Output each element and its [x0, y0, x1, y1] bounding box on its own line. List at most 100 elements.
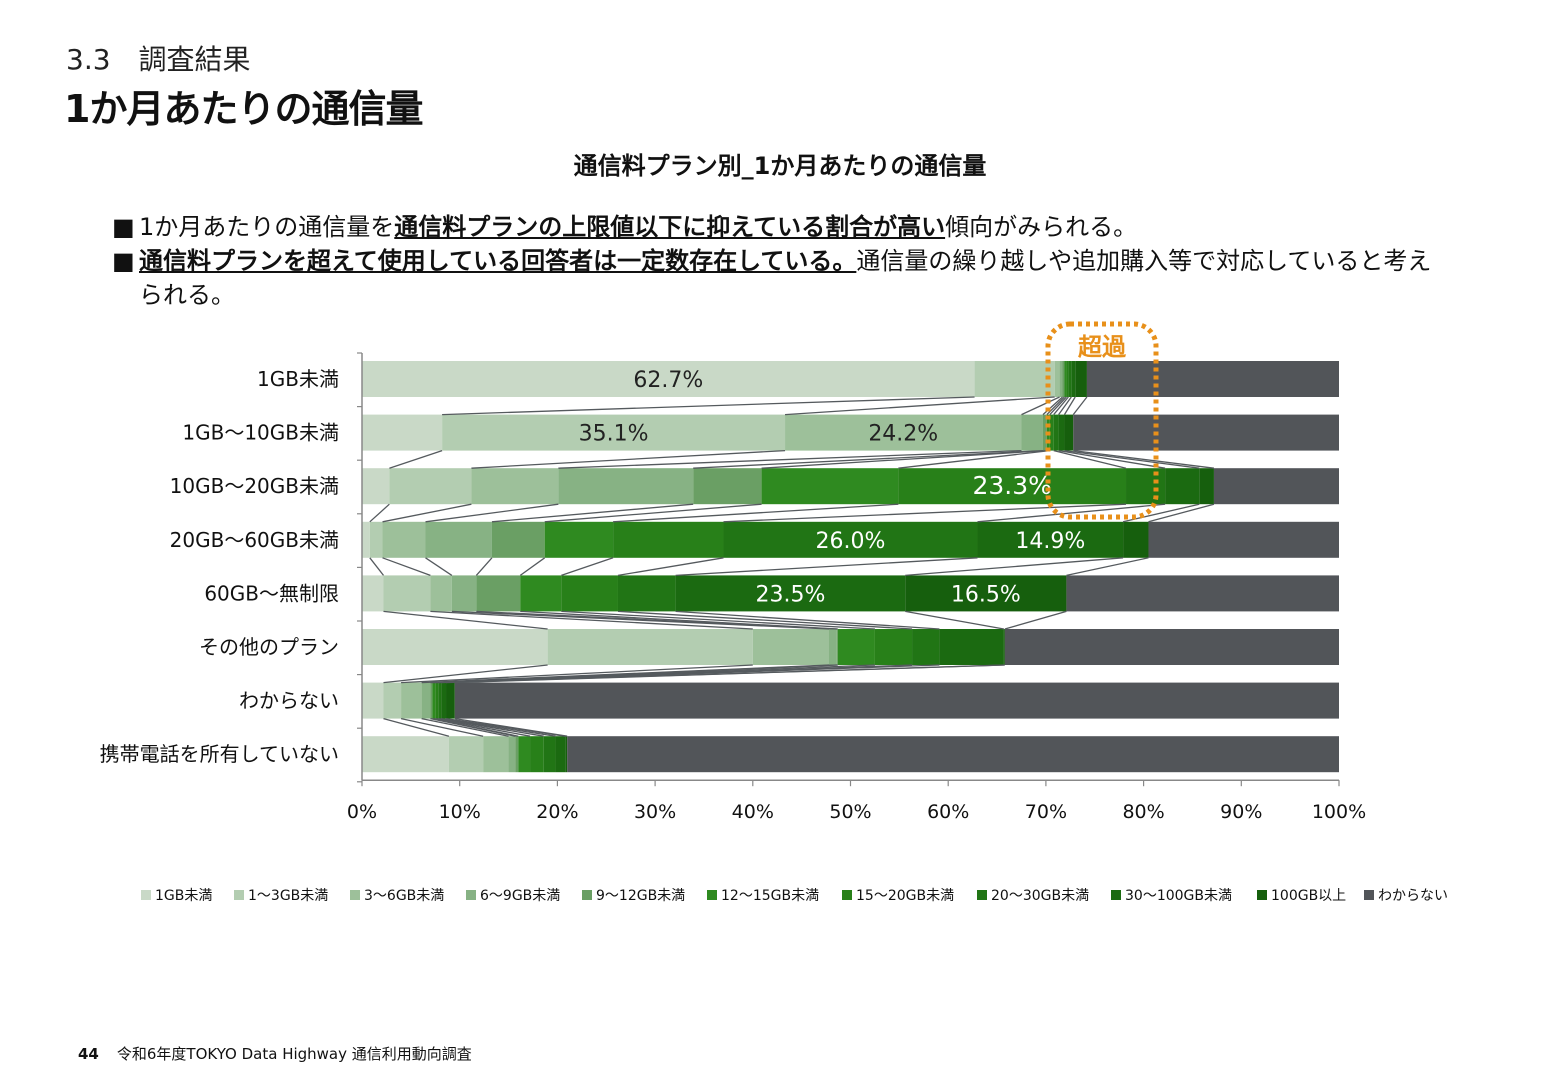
series-connector-line — [561, 610, 875, 630]
category-label: 20GB～60GB未満 — [170, 528, 339, 552]
bar-segment — [383, 575, 431, 612]
bar-segment — [425, 521, 492, 558]
series-connector-line — [430, 610, 753, 630]
x-tick-label: 20% — [536, 801, 578, 823]
series-connector-line — [1004, 610, 1067, 630]
legend-label: わからない — [1378, 888, 1448, 904]
series-connector-line — [382, 557, 431, 577]
series-connector-line — [617, 557, 724, 577]
bar-segment — [1064, 361, 1067, 397]
bar-segment — [430, 682, 433, 719]
bar-segment — [530, 736, 544, 773]
bar-segment — [1071, 361, 1076, 397]
legend-label: 12～15GB未満 — [721, 888, 819, 904]
series-connector-line — [401, 664, 753, 684]
legend-label: 6～9GB未満 — [480, 888, 560, 904]
square-bullet-icon: ■ — [112, 247, 135, 275]
page-number: 44 — [78, 1045, 99, 1063]
data-label: 24.2% — [868, 422, 938, 447]
series-connector-line — [425, 503, 559, 523]
x-tick-label: 40% — [732, 801, 774, 823]
bar-segment — [567, 736, 1339, 773]
legend-swatch — [1257, 890, 1267, 900]
data-label: 16.5% — [951, 582, 1021, 607]
series-connector-line — [520, 610, 838, 630]
bar-segment — [1049, 414, 1054, 451]
legend-swatch — [707, 890, 717, 900]
bar-segment — [438, 682, 442, 719]
bar-segment — [829, 629, 837, 665]
bar-segment — [837, 629, 875, 665]
bar-segment — [362, 468, 390, 505]
legend-swatch — [582, 890, 592, 900]
series-connector-line — [438, 717, 544, 737]
series-connector-line — [784, 396, 1055, 416]
series-connector-line — [1072, 396, 1088, 415]
legend-swatch — [141, 890, 151, 900]
bar-segment — [898, 468, 1127, 505]
series-connector-line — [389, 449, 443, 469]
legend-label: 1GB未満 — [155, 888, 212, 904]
x-tick-label: 30% — [634, 801, 676, 823]
series-connector-line — [1073, 449, 1215, 469]
series-connector-line — [475, 557, 493, 576]
legend-swatch — [350, 890, 360, 900]
bar-segment — [1003, 629, 1005, 665]
series-connector-line — [613, 503, 899, 523]
bar-segment — [401, 682, 422, 719]
legend-label: 15～20GB未満 — [856, 888, 954, 904]
series-connector-line — [383, 717, 450, 737]
bar-segment — [362, 629, 548, 665]
data-label: 23.5% — [755, 582, 825, 607]
bar-segment — [432, 682, 436, 719]
bar-segment — [544, 521, 614, 558]
bar-segment — [1054, 361, 1060, 397]
legend-swatch — [1111, 890, 1121, 900]
category-label: わからない — [239, 689, 339, 713]
series-connector-line — [491, 503, 694, 523]
series-connector-line — [1058, 449, 1166, 469]
series-connector-line — [369, 503, 390, 523]
page-title: 1か月あたりの通信量 — [64, 87, 423, 131]
bar-segment — [1058, 414, 1065, 451]
bar-segment — [362, 414, 443, 451]
footer-text: 令和6年度TOKYO Data Highway 通信利用動向調査 — [116, 1045, 472, 1063]
legend-label: 20～30GB未満 — [991, 888, 1089, 904]
bar-segment — [1213, 468, 1339, 505]
bar-segment — [617, 575, 676, 612]
bar-segment — [1075, 361, 1087, 397]
category-label: 携帯電話を所有していない — [100, 742, 339, 766]
legend-label: 1～3GB未満 — [248, 888, 328, 904]
series-connector-line — [675, 557, 978, 577]
stacked-bar-chart: 0% 10% 20% 30% 40% 50% 60% 70% 80% 90% 100% 1GB未満 1G… — [100, 321, 1448, 904]
x-tick-label: 50% — [829, 801, 871, 823]
data-label: 35.1% — [579, 422, 649, 447]
legend-swatch — [977, 890, 987, 900]
bullet-point-2: ■ 通信料プランを超えて使用している回答者は一定数存在している。通信量の繰り越しや… — [112, 244, 1432, 312]
bar-segment — [1165, 468, 1200, 505]
bar-segment — [752, 629, 830, 665]
series-connector-line — [425, 557, 453, 576]
legend-label: 30～100GB未満 — [1125, 888, 1232, 904]
series-connector-line — [761, 449, 1047, 469]
bar-segment — [362, 575, 384, 612]
bar-segment — [454, 682, 1339, 719]
bar-segment — [1086, 361, 1339, 397]
series-connector-line — [617, 610, 913, 630]
series-connector-line — [442, 396, 975, 416]
series-connector-line — [1053, 449, 1127, 469]
bar-segment — [1199, 468, 1214, 505]
series-connector-line — [1049, 396, 1067, 416]
bar-segment — [446, 682, 455, 719]
category-label: 1GB未満 — [257, 367, 339, 391]
x-tick-label: 80% — [1122, 801, 1164, 823]
bar-segment — [693, 468, 762, 505]
bar-segment — [785, 414, 1022, 451]
series-connector-line — [383, 664, 548, 684]
series-connector-line — [561, 557, 614, 577]
bar-segment — [1042, 414, 1047, 451]
series-connector-line — [1063, 396, 1076, 415]
series-connector-line — [1053, 396, 1069, 416]
bar-segment — [974, 361, 1055, 397]
bar-segment — [1126, 468, 1166, 505]
